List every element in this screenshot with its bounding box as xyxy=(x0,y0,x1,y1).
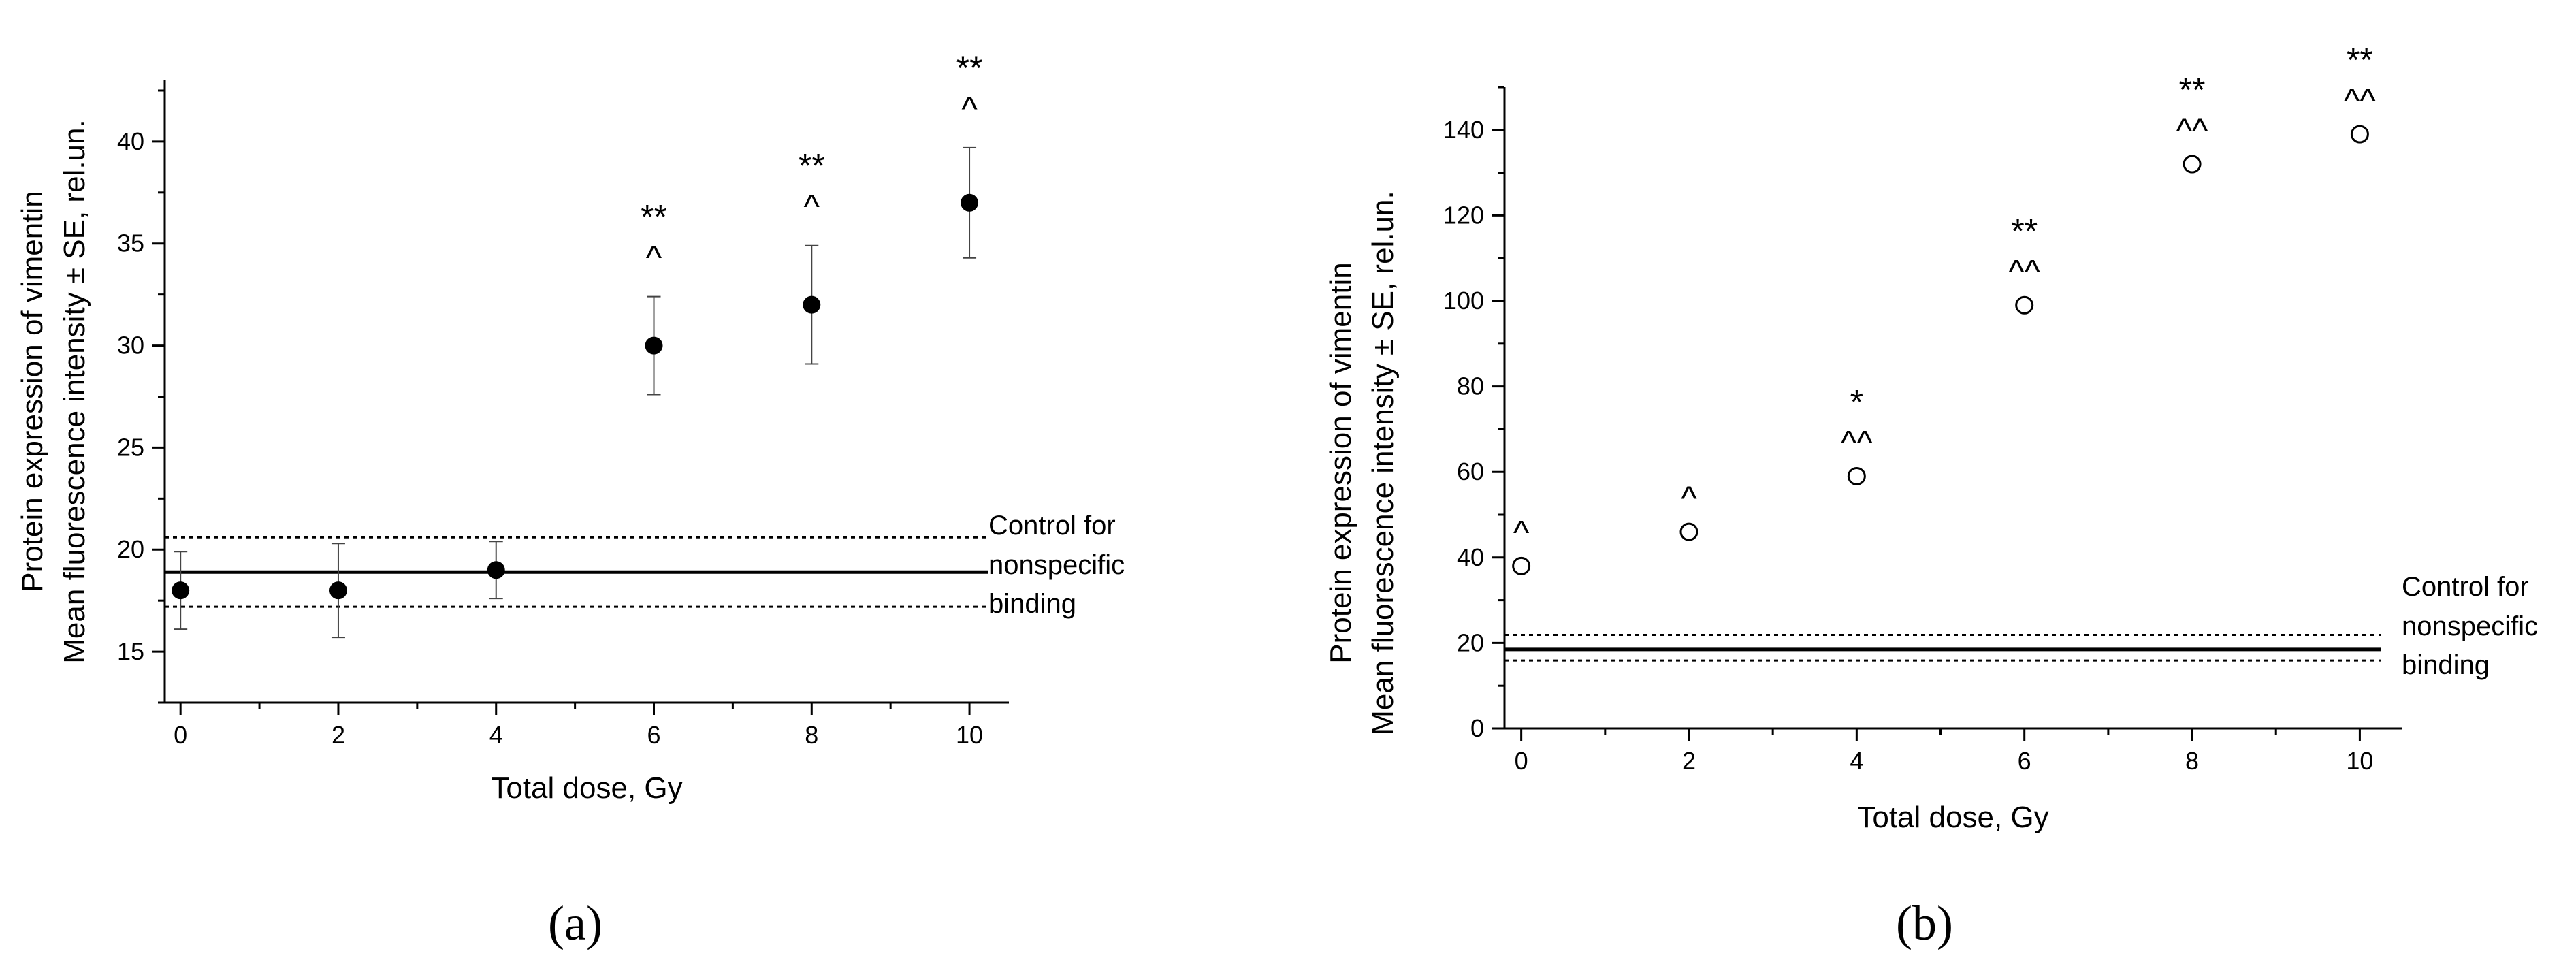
x-tick-label: 2 xyxy=(1682,747,1696,775)
data-point xyxy=(1512,556,1531,575)
significance-annotation: ^^ xyxy=(2176,112,2208,150)
y-tick-label: 40 xyxy=(1457,543,1484,571)
y-tick-label: 20 xyxy=(1457,628,1484,656)
y-tick-label: 30 xyxy=(117,332,144,359)
x-tick-label: 6 xyxy=(647,721,660,749)
control-label-line: Control for xyxy=(988,511,1116,541)
y-tick-label: 15 xyxy=(117,637,144,665)
significance-annotation: ^^ xyxy=(1841,423,1873,462)
y-tick-label: 40 xyxy=(117,127,144,155)
panel-label: (b) xyxy=(1896,896,1953,950)
y-tick-label: 20 xyxy=(117,535,144,563)
data-point xyxy=(329,581,347,600)
x-axis-title: Total dose, Gy xyxy=(1857,801,2048,834)
control-label-line: binding xyxy=(988,589,1076,619)
y-tick-label: 0 xyxy=(1470,714,1484,742)
significance-annotation: ** xyxy=(956,49,983,87)
control-label-line: nonspecific xyxy=(2402,611,2538,641)
data-point xyxy=(645,336,663,355)
x-tick-label: 8 xyxy=(2185,747,2199,775)
y-axis-title-line: Protein expression of vimentin xyxy=(1324,262,1357,663)
y-axis-title-line: Mean fluorescence intensity ± SE, rel.un… xyxy=(58,119,91,663)
y-tick-label: 100 xyxy=(1443,287,1484,315)
significance-annotation: ** xyxy=(799,147,825,185)
data-point xyxy=(487,561,505,579)
chart-panel-a: 0 2 4 6 8 10 15 20 25 30 35 40 Total dose, Gy Protein… xyxy=(16,49,1125,950)
significance-annotation: ** xyxy=(2179,71,2206,109)
control-label-line: nonspecific xyxy=(988,550,1125,580)
significance-annotation: ^^ xyxy=(2008,253,2040,291)
x-tick-label: 10 xyxy=(956,721,983,749)
control-label-line: Control for xyxy=(2402,572,2529,602)
significance-annotation: ** xyxy=(641,198,667,236)
data-point xyxy=(961,193,979,212)
significance-annotation: * xyxy=(1850,383,1863,421)
data-point xyxy=(1847,466,1866,485)
y-tick-label: 25 xyxy=(117,433,144,461)
significance-annotation: ^^ xyxy=(2344,82,2376,120)
significance-annotation: ** xyxy=(2347,41,2373,79)
significance-annotation: ^ xyxy=(961,90,978,128)
data-point xyxy=(2183,155,2202,174)
significance-annotation: ^ xyxy=(1513,513,1530,551)
y-tick-label: 35 xyxy=(117,229,144,257)
x-axis-title: Total dose, Gy xyxy=(491,771,682,805)
x-tick-label: 6 xyxy=(2018,747,2031,775)
significance-annotation: ^ xyxy=(804,188,820,226)
data-point xyxy=(172,581,190,600)
y-tick-label: 140 xyxy=(1443,116,1484,144)
x-tick-label: 4 xyxy=(489,721,503,749)
y-axis-title-line: Mean fluorescence intensity ± SE, rel.un… xyxy=(1366,191,1400,735)
significance-annotation: ^ xyxy=(1681,479,1697,517)
x-tick-label: 8 xyxy=(805,721,818,749)
data-point xyxy=(2015,295,2034,315)
x-tick-label: 10 xyxy=(2346,747,2373,775)
y-tick-label: 80 xyxy=(1457,372,1484,400)
significance-annotation: ** xyxy=(2011,212,2038,250)
x-tick-label: 0 xyxy=(1515,747,1528,775)
y-tick-label: 60 xyxy=(1457,458,1484,485)
significance-annotation: ^ xyxy=(646,239,662,277)
x-tick-label: 2 xyxy=(332,721,345,749)
control-label-line: binding xyxy=(2402,650,2490,680)
x-tick-label: 4 xyxy=(1850,747,1863,775)
data-point xyxy=(2350,125,2369,144)
y-axis-title-line: Protein expression of vimentin xyxy=(16,191,49,592)
x-tick-label: 0 xyxy=(174,721,187,749)
panel-label: (a) xyxy=(548,896,602,950)
data-point xyxy=(1679,522,1698,541)
data-point xyxy=(803,295,821,314)
y-tick-label: 120 xyxy=(1443,201,1484,229)
